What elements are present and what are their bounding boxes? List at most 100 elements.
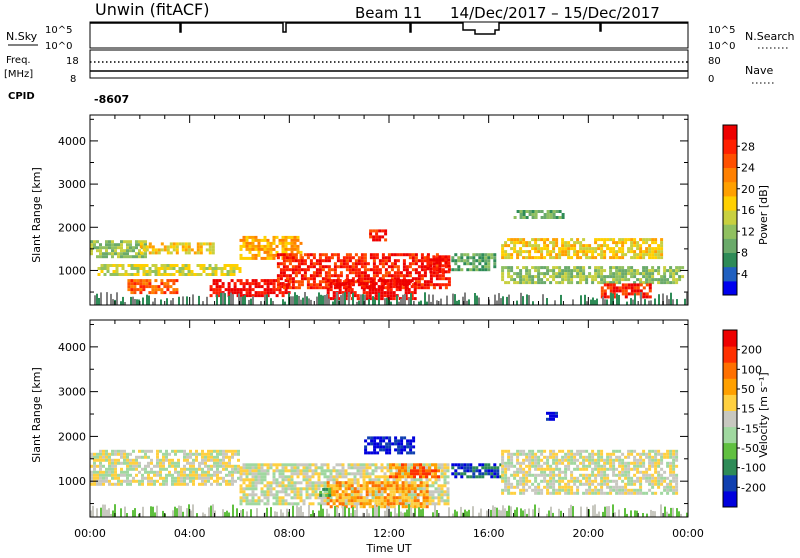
scatter-cell [416,499,420,503]
scatter-cell [278,285,282,289]
scatter-cell [417,283,421,287]
scatter-cell [365,502,369,506]
scatter-cell [615,286,619,290]
scatter-cell [609,283,613,287]
scatter-cell [362,463,366,467]
scatter-cell [669,482,673,486]
scatter-cell [457,265,461,269]
scatter-cell [555,473,559,477]
ground-scatter-cell [520,508,522,517]
scatter-cell [639,272,643,276]
scatter-cell [108,243,111,247]
scatter-cell [582,491,586,495]
scatter-cell [507,485,511,489]
scatter-cell [516,253,520,257]
scatter-cell [293,466,297,470]
scatter-cell [472,265,476,269]
scatter-cell [300,274,304,278]
scatter-cell [133,267,137,270]
scatter-cell [377,484,381,488]
scatter-cell [311,484,315,488]
scatter-cell [437,490,441,494]
scatter-cell [534,216,538,219]
scatter-cell [408,265,412,269]
scatter-cell [227,282,231,286]
scatter-cell [522,458,526,462]
scatter-cell [407,291,411,295]
scatter-cell [481,265,485,269]
scatter-cell [645,247,649,251]
scatter-cell [519,253,523,257]
scatter-cell [660,476,664,480]
scatter-cell [239,288,243,292]
scatter-cell [242,490,246,494]
scatter-cell [199,264,203,267]
scatter-cell [202,242,206,246]
scatter-cell [392,297,396,301]
scatter-cell [186,452,189,456]
scatter-cell [332,466,336,470]
scatter-cell [184,245,188,249]
scatter-cell [148,291,152,295]
scatter-cell [369,229,373,233]
scatter-cell [528,479,532,483]
scatter-cell [440,484,444,488]
scatter-cell [320,472,324,476]
scatter-cell [588,275,592,279]
scatter-cell [157,270,161,273]
scatter-cell [335,484,339,488]
scatter-cell [426,253,430,257]
scatter-cell [210,482,213,486]
scatter-cell [160,291,164,295]
scatter-cell [390,277,394,281]
scatter-cell [567,275,571,279]
scatter-cell [359,490,363,494]
scatter-cell [281,475,285,479]
scatter-cell [672,452,676,456]
scatter-cell [621,256,625,260]
scatter-cell [633,455,637,459]
scatter-cell [444,255,448,259]
scatter-cell [630,250,634,254]
scatter-cell [102,473,105,477]
scatter-cell [216,455,219,459]
scatter-cell [651,491,655,495]
scatter-cell [130,291,134,295]
scatter-cell [311,502,315,506]
scatter-cell [618,491,622,495]
scatter-cell [126,476,129,480]
scatter-cell [510,241,514,245]
scatter-cell [507,491,511,495]
scatter-cell [320,466,324,470]
ground-scatter-cell [152,506,154,517]
scatter-cell [657,485,661,489]
scatter-cell [516,482,520,486]
scatter-cell [269,282,273,286]
scatter-cell [431,472,435,476]
scatter-cell [570,281,574,285]
scatter-cell [434,472,437,476]
ground-scatter-cell [686,292,688,305]
scatter-cell [293,472,297,476]
scatter-cell [654,253,658,257]
scatter-cell [102,470,105,474]
scatter-cell [636,461,640,465]
scatter-cell [440,490,444,494]
ground-scatter-cell [242,296,244,305]
scatter-cell [561,458,565,462]
scatter-cell [309,253,313,257]
scatter-cell [390,268,394,272]
scatter-cell [576,256,580,260]
scatter-cell [528,485,532,489]
scatter-cell [648,488,652,492]
scatter-cell [318,280,322,284]
scatter-cell [257,241,261,245]
scatter-cell [296,496,300,500]
scatter-cell [446,475,450,479]
scatter-cell [567,244,571,248]
scatter-cell [372,256,376,260]
scatter-cell [546,238,550,242]
scatter-cell [117,458,120,462]
scatter-cell [666,485,670,489]
scatter-cell [375,268,379,272]
